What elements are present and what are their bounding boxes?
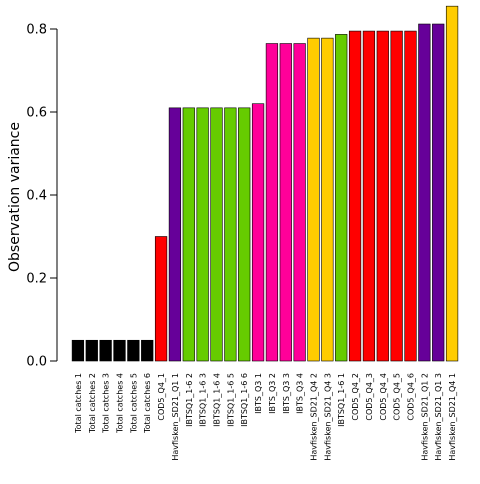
x-tick-label: COD5_Q4_6 <box>407 373 416 421</box>
bar <box>99 339 112 362</box>
bar <box>224 107 237 362</box>
bar <box>279 43 292 362</box>
x-tick-label: Total catches 3 <box>102 373 111 434</box>
bar <box>85 339 98 362</box>
bar <box>432 23 445 362</box>
x-tick-label: IBTS_Q3 4 <box>296 373 305 414</box>
bar <box>265 43 279 362</box>
bar <box>251 103 265 362</box>
y-tick-label: 0.8 <box>26 23 47 38</box>
y-axis: 0.0 0.2 0.4 0.6 0.8 <box>26 23 58 370</box>
x-tick-label: IBTS_Q3 3 <box>282 373 291 414</box>
x-tick-label: Havfisken_SD21_Q4 2 <box>310 373 319 461</box>
bar <box>418 23 431 362</box>
y-axis-label: Observation variance <box>7 122 23 272</box>
x-tick-label: Havfisken_SD21_Q1 2 <box>420 373 429 461</box>
x-tick-label: IBTSQ1_1-6 5 <box>226 373 235 427</box>
x-tick-label: COD5_Q4_5 <box>393 373 402 421</box>
x-tick-labels: Total catches 1 Total catches 2 Total catc… <box>74 373 457 461</box>
bar <box>141 339 154 362</box>
x-tick-label: Havfisken_SD21_Q1 3 <box>434 373 443 461</box>
y-tick-label: 0.6 <box>26 106 47 121</box>
x-tick-label: IBTS_Q3 1 <box>254 373 263 414</box>
x-tick-label: Havfisken_SD21_Q4 3 <box>323 373 332 461</box>
x-tick-label: Total catches 5 <box>129 373 138 434</box>
bar <box>182 107 195 362</box>
x-tick-label: Total catches 4 <box>116 373 125 434</box>
bar <box>196 107 209 362</box>
y-tick-label: 0.4 <box>26 189 47 204</box>
x-tick-label: Total catches 2 <box>88 373 97 434</box>
x-tick-label: IBTSQ1_1-6 2 <box>185 373 194 427</box>
bar <box>445 5 459 362</box>
x-tick-label: IBTSQ1_1-6 1 <box>337 373 346 427</box>
x-tick-label: COD5_Q4_4 <box>379 373 388 421</box>
x-tick-label: Havfisken_SD21_Q4 1 <box>448 373 457 461</box>
bar <box>168 107 182 362</box>
bar <box>390 30 403 362</box>
y-tick-label: 0.0 <box>26 355 47 370</box>
x-tick-label: COD5_Q4_2 <box>351 373 360 421</box>
bar <box>348 30 362 362</box>
bar <box>238 107 251 362</box>
bar <box>127 339 140 362</box>
x-tick-label: COD5_Q4_3 <box>365 373 374 421</box>
x-tick-label: Havfisken_SD21_Q1 1 <box>171 373 180 461</box>
bar <box>307 37 320 362</box>
x-tick-label: IBTSQ1_1-6 3 <box>199 373 208 427</box>
bar <box>293 43 306 362</box>
bar <box>376 30 389 362</box>
bar <box>404 30 417 362</box>
bar <box>321 37 334 362</box>
bars-group <box>71 5 459 362</box>
x-tick-label: COD5_Q4_1 <box>157 373 166 421</box>
y-tick-label: 0.2 <box>26 272 47 287</box>
bar <box>154 236 168 362</box>
bar <box>71 339 85 362</box>
x-tick-label: IBTSQ1_1-6 4 <box>213 373 222 427</box>
x-tick-label: Total catches 1 <box>74 373 83 434</box>
bar <box>362 30 376 362</box>
x-tick-label: Total catches 6 <box>143 373 152 434</box>
x-tick-label: IBTSQ1_1-6 6 <box>240 373 249 427</box>
x-tick-label: IBTS_Q3 2 <box>268 373 277 414</box>
bar <box>210 107 223 362</box>
bar <box>113 339 126 362</box>
bar <box>335 34 348 362</box>
